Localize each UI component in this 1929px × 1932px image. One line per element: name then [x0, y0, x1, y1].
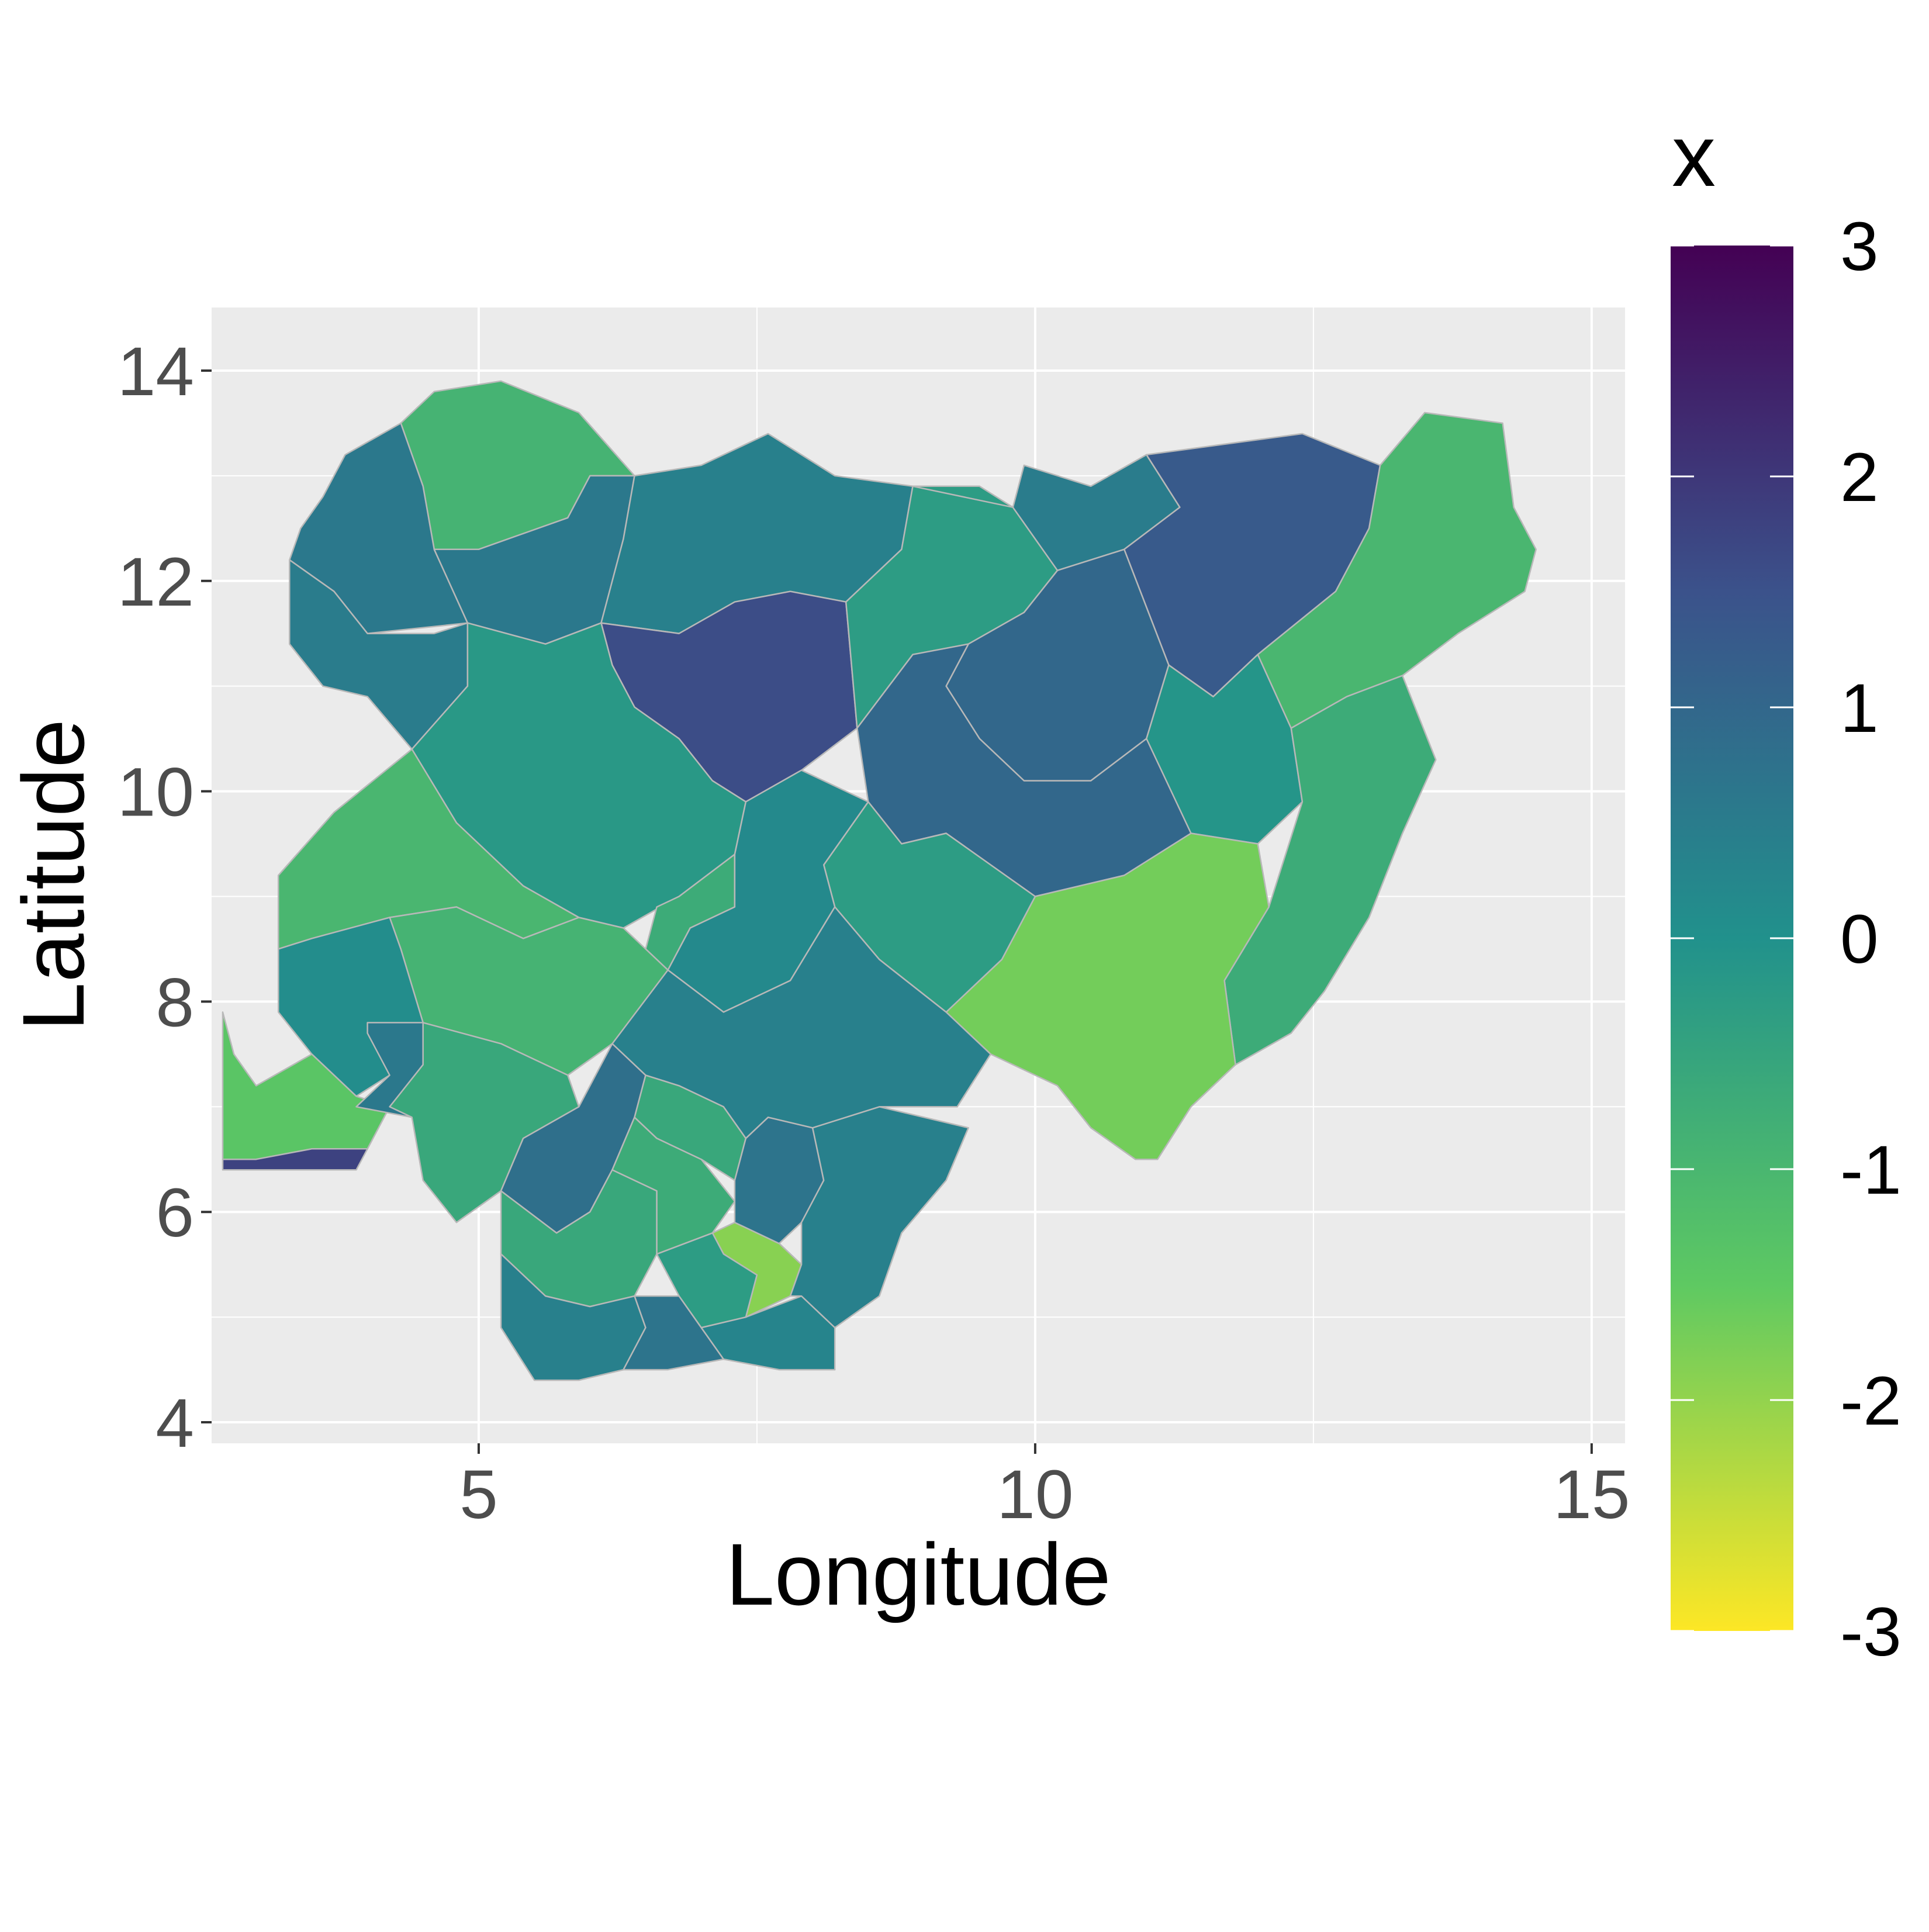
- region-layer: [222, 380, 1537, 1381]
- y-axis-tick-label: 14: [117, 333, 194, 410]
- colorbar-label: 3: [1840, 208, 1879, 285]
- y-axis-title: Latitude: [4, 719, 102, 1031]
- y-axis-tick-label: 6: [155, 1174, 194, 1252]
- y-axis-tick-labels: 4 6 8 10 12 14: [117, 333, 194, 1462]
- legend-title: x: [1672, 106, 1716, 205]
- y-axis-tick-label: 10: [117, 754, 194, 831]
- region-polygon-37: [789, 1106, 969, 1329]
- colorbar-label: 1: [1840, 670, 1879, 747]
- x-axis-tick-label: 5: [459, 1456, 498, 1533]
- y-axis-tick-label: 12: [117, 544, 194, 621]
- region-polygon-38: [611, 906, 992, 1139]
- region-polygon-13: [1257, 412, 1537, 729]
- x-axis-title: Longitude: [726, 1525, 1111, 1623]
- region-polygon-33: [656, 1232, 758, 1329]
- colorbar-legend: x 3 2 1 0 -1 -2 -3: [1671, 106, 1902, 1671]
- colorbar-label: -1: [1840, 1132, 1902, 1209]
- x-axis-tick-label: 15: [1553, 1456, 1630, 1533]
- colorbar-label: 0: [1840, 901, 1879, 978]
- colorbar-ticks: [1671, 244, 1793, 1632]
- x-axis-tick-label: 10: [997, 1456, 1073, 1533]
- colorbar-label: -3: [1840, 1594, 1902, 1671]
- colorbar-labels: 3 2 1 0 -1 -2 -3: [1840, 208, 1902, 1671]
- y-axis-tick-label: 4: [155, 1385, 194, 1462]
- colorbar-label: -2: [1840, 1363, 1902, 1440]
- colorbar-label: 2: [1840, 439, 1879, 516]
- axis-ticks: [201, 369, 1593, 1454]
- region-polygon-24: [222, 1148, 368, 1171]
- y-axis-tick-label: 8: [155, 964, 194, 1041]
- x-axis-tick-labels: 5 10 15: [459, 1456, 1630, 1533]
